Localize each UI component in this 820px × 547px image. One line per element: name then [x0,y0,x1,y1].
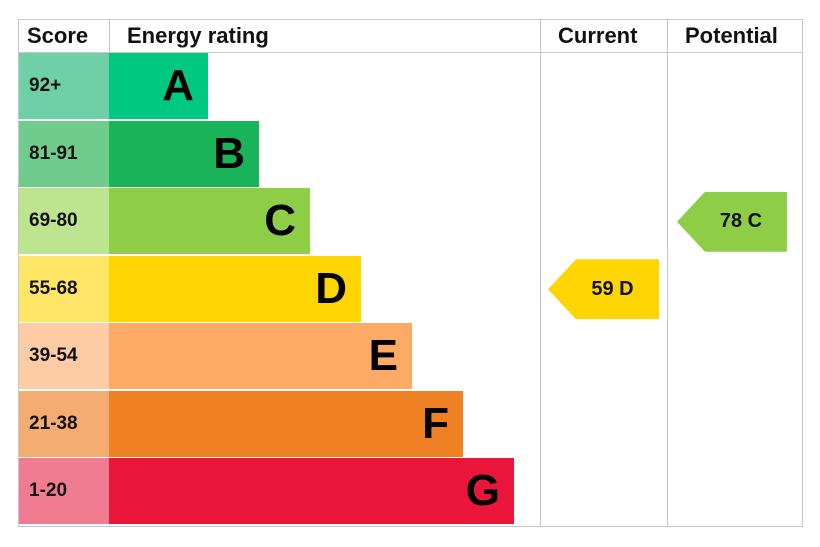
potential-rating-label: 78 C [719,210,763,233]
rating-bar-c: C [109,188,310,254]
header-divider [18,52,803,53]
score-cell-f: 21-38 [19,390,109,457]
score-cell-b: 81-91 [19,120,109,187]
header-current: Current [558,23,638,48]
header-score: Score [27,23,89,48]
rating-bar-d: D [109,255,361,322]
score-cell-e: 39-54 [19,323,109,389]
rating-bar-b: B [109,120,259,187]
rating-bar-f: F [109,390,463,457]
rating-bar-g: G [109,458,514,524]
divider-potential [667,19,668,527]
header-potential: Potential [685,23,778,48]
rating-bar-a: A [109,53,208,119]
epc-table-frame [18,19,803,527]
header-energy-rating: Energy rating [127,23,269,48]
score-cell-d: 55-68 [19,255,109,322]
score-cell-a: 92+ [19,53,109,119]
divider-score [109,19,110,53]
rating-bar-e: E [109,323,412,389]
score-cell-c: 69-80 [19,188,109,254]
score-cell-g: 1-20 [19,458,109,524]
divider-current [540,19,541,527]
current-rating-label: 59 D [591,277,634,300]
